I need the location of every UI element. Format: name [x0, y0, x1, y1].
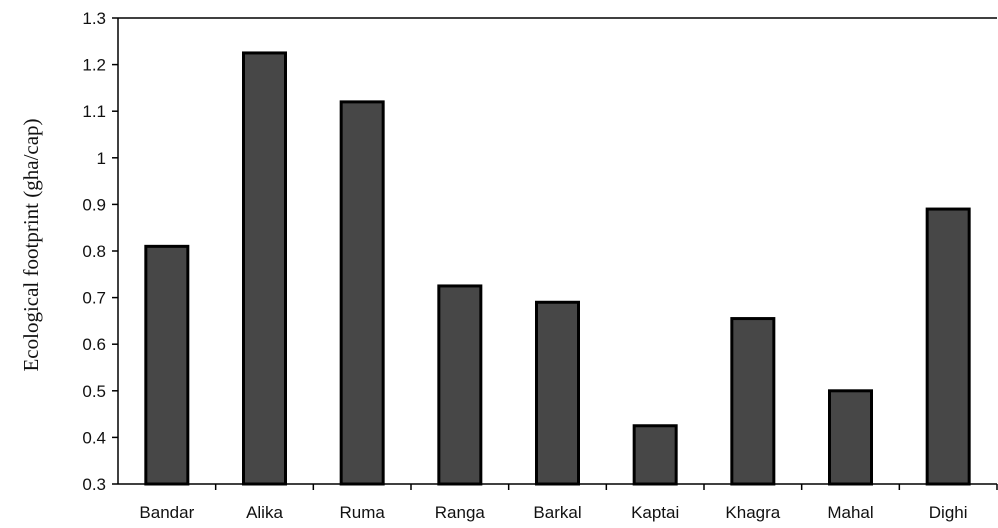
x-axis: Bandar Alika Ruma Ranga Barkal Kaptai Khagra Ma… — [118, 483, 998, 522]
y-tick-label: 0.8 — [82, 242, 106, 261]
bar-kaptai — [632, 424, 678, 486]
x-tick-label: Dighi — [929, 503, 968, 522]
y-tick-label: 0.9 — [82, 195, 106, 214]
bar-khagra — [730, 317, 776, 486]
y-tick-label: 0.4 — [82, 428, 106, 447]
y-axis: 0.3 0.4 0.5 0.6 0.7 0.8 0.9 1 1.1 1.2 1.3 — [82, 9, 119, 494]
y-tick-label: 1.1 — [82, 102, 106, 121]
x-tick-label: Ranga — [435, 503, 486, 522]
x-tick-label: Alika — [246, 503, 283, 522]
y-tick-label: 1.2 — [82, 56, 106, 75]
bar-mahal — [828, 389, 873, 486]
y-tick-label: 0.3 — [82, 475, 106, 494]
bar-alika — [242, 51, 287, 486]
bar-barkal — [535, 300, 580, 486]
x-tick-label: Khagra — [725, 503, 780, 522]
x-tick-label: Bandar — [139, 503, 194, 522]
bar-bandar — [144, 244, 190, 486]
y-tick-label: 0.5 — [82, 382, 106, 401]
y-tick-label: 0.6 — [82, 335, 106, 354]
x-tick-label: Barkal — [533, 503, 581, 522]
x-tick-label: Kaptai — [631, 503, 679, 522]
x-tick-label: Mahal — [827, 503, 873, 522]
y-tick-label: 1 — [97, 149, 106, 168]
bar-ranga — [437, 284, 483, 486]
x-tick-label: Ruma — [339, 503, 385, 522]
bars — [144, 51, 971, 486]
y-tick-label: 0.7 — [82, 289, 106, 308]
bar-ruma — [339, 100, 385, 486]
y-tick-label: 1.3 — [82, 9, 106, 28]
y-axis-title: Ecological footprint (gha/cap) — [19, 118, 43, 371]
bar-dighi — [925, 207, 971, 486]
